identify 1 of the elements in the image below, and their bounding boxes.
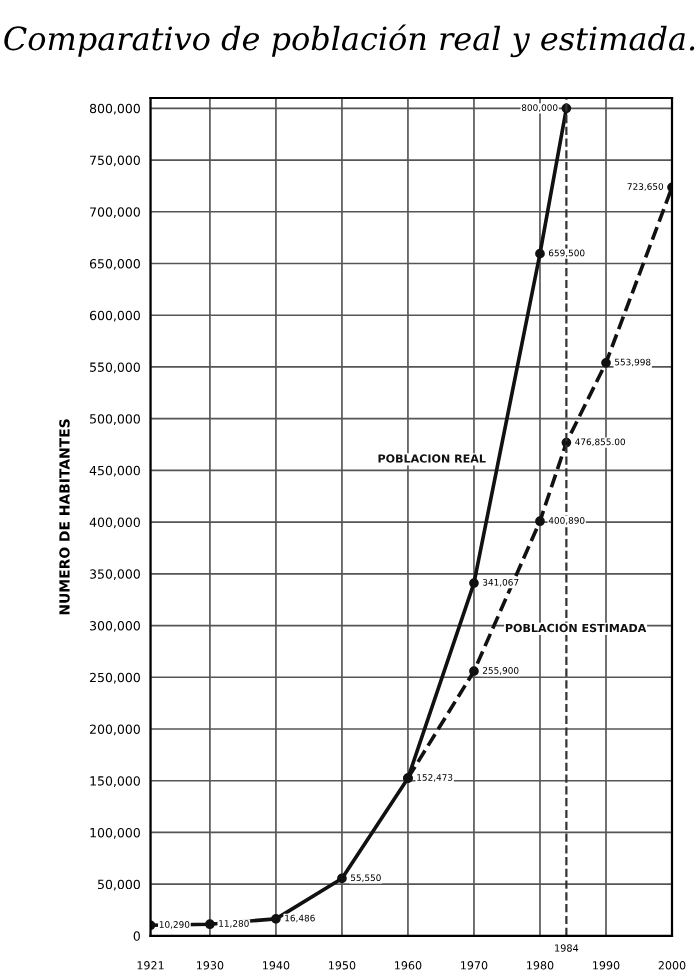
chart-title: Comparativo de población real y estimada. <box>4 24 695 58</box>
